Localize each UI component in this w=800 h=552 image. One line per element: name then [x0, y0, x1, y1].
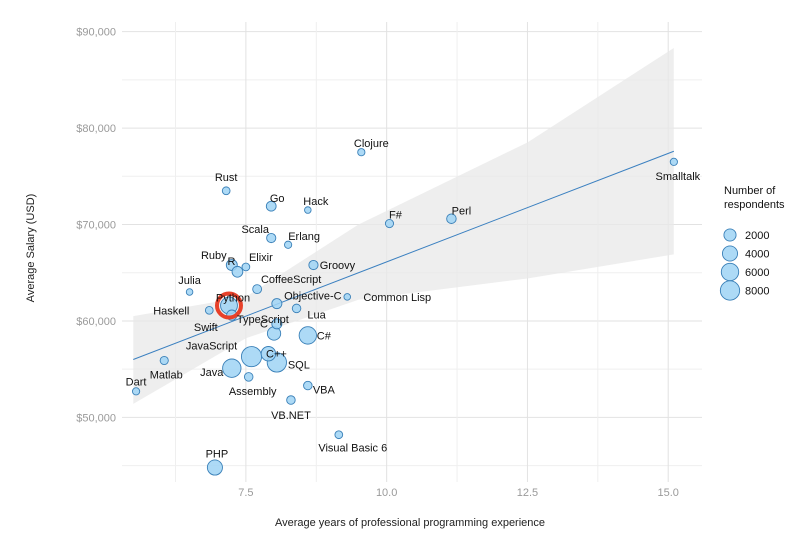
point-label-php: PHP [206, 449, 229, 461]
trend-line [133, 150, 675, 360]
point-label-groovy: Groovy [320, 260, 356, 272]
point-label-c: C [260, 318, 268, 330]
legend-entry-label: 6000 [745, 267, 769, 279]
point-label-sql: SQL [288, 359, 310, 371]
point-clojure [357, 148, 366, 157]
legend-entry-label: 2000 [745, 230, 769, 242]
legend: Number of respondents 2000 4000 6000 8000 [719, 185, 785, 301]
point-label-coffeescript: CoffeeScript [261, 274, 321, 286]
point-label-scala: Scala [241, 224, 269, 236]
point-label-javascript: JavaScript [186, 341, 237, 353]
point-label-matlab: Matlab [150, 369, 183, 381]
point-haskell [204, 306, 214, 315]
point-r [231, 265, 244, 278]
point-label-vb-net: VB.NET [271, 410, 311, 422]
point-label-ruby: Ruby [201, 250, 227, 262]
point-assembly [243, 372, 254, 382]
point-php [206, 459, 223, 476]
y-axis-title: Average Salary (USD) [25, 194, 37, 303]
point-typescript [271, 318, 283, 330]
point-javascript [240, 346, 263, 368]
y-axis-ticks: $50,000 $60,000 $70,000 $80,000 $90,000 [76, 27, 116, 425]
legend-title-line-1: Number of [724, 185, 776, 197]
confidence-band-area [133, 48, 674, 404]
point-labels: Clojure Smalltalk Rust Go Hack F# Perl Scala Erl… [126, 138, 701, 460]
x-tick-label: 15.0 [658, 487, 679, 499]
point-label-perl: Perl [452, 206, 472, 218]
legend-key-circle [720, 262, 740, 282]
point-visual-basic-6 [334, 430, 344, 440]
point-erlang [284, 240, 293, 249]
point-label-assembly: Assembly [229, 386, 277, 398]
point-label-dart: Dart [126, 376, 147, 388]
x-tick-label: 12.5 [517, 487, 538, 499]
point-label-julia: Julia [178, 275, 202, 287]
point-smalltalk [669, 157, 678, 166]
y-tick-label: $60,000 [76, 316, 116, 328]
point-groovy [308, 259, 319, 271]
point-label-go: Go [270, 193, 285, 205]
point-label-typescript: TypeScript [237, 314, 289, 326]
x-axis-ticks: 7.5 10.0 12.5 15.0 [238, 487, 679, 499]
point-label-java: Java [200, 367, 224, 379]
point-matlab [159, 355, 169, 366]
point-perl [446, 213, 457, 224]
point-label-c: C# [317, 330, 332, 342]
point-rust [221, 186, 231, 196]
point-label-rust: Rust [215, 172, 238, 184]
y-tick-label: $90,000 [76, 27, 116, 39]
x-tick-label: 7.5 [238, 487, 253, 499]
point-label-python: Python [216, 293, 250, 305]
point-label-visual-basic-6: Visual Basic 6 [318, 443, 387, 455]
point-go [265, 200, 277, 212]
legend-key-circle [721, 245, 739, 262]
point-hack [304, 206, 312, 214]
point-elixir [241, 262, 251, 272]
point-label-haskell: Haskell [153, 305, 189, 317]
trend-line-group [133, 150, 675, 360]
point-java [222, 358, 242, 378]
point-label-objective-c: Objective-C [284, 291, 342, 303]
point-f [384, 219, 395, 229]
point-vba [303, 380, 313, 391]
point-coffeescript [252, 284, 263, 295]
point-lua [291, 303, 302, 314]
legend-title-line-2: respondents [724, 199, 785, 211]
highlight-ring [214, 291, 243, 320]
x-tick-label: 10.0 [376, 487, 397, 499]
point-dart [131, 387, 141, 396]
point-label-swift: Swift [194, 322, 218, 334]
point-label-elixir: Elixir [249, 252, 273, 264]
data-points [131, 148, 678, 476]
point-objective-c [271, 298, 283, 310]
legend-entry-label: 8000 [745, 286, 769, 298]
y-tick-label: $80,000 [76, 123, 116, 135]
legend-key-circle [723, 228, 737, 242]
x-axis-title: Average years of professional programmin… [275, 517, 545, 529]
point-label-hack: Hack [303, 196, 329, 208]
point-common-lisp [343, 293, 351, 301]
point-julia [185, 288, 194, 296]
point-label-lua: Lua [307, 309, 326, 321]
y-tick-label: $50,000 [76, 412, 116, 424]
point-c [260, 346, 277, 362]
legend-entry-label: 4000 [745, 249, 769, 261]
point-label-common-lisp: Common Lisp [363, 292, 431, 304]
point-label-smalltalk: Smalltalk [656, 171, 701, 183]
point-label-c: C++ [266, 349, 287, 361]
legend-key-circle [719, 280, 741, 301]
point-label-vba: VBA [313, 385, 336, 397]
point-label-clojure: Clojure [354, 138, 389, 150]
point-vb-net [286, 395, 296, 405]
point-c [298, 326, 317, 345]
point-scala [266, 232, 277, 244]
point-label-erlang: Erlang [288, 231, 320, 243]
confidence-band [133, 48, 674, 404]
point-label-f: F# [389, 210, 403, 222]
point-label-r: R [227, 256, 235, 268]
y-tick-label: $70,000 [76, 220, 116, 232]
